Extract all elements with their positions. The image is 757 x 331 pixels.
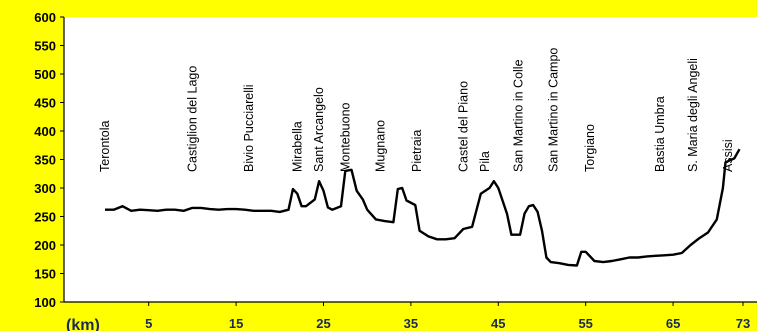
- y-tick-label: 250: [34, 210, 56, 225]
- place-label: Bivio Pucciarelli: [242, 84, 256, 172]
- place-label: Castel del Piano: [456, 81, 470, 172]
- place-label: Pietraia: [410, 130, 424, 172]
- place-label: Montebuono: [338, 102, 352, 172]
- y-tick-label: 400: [34, 124, 56, 139]
- x-tick-label: 35: [404, 316, 418, 331]
- y-tick-label: 300: [34, 181, 56, 196]
- x-axis-label: (km): [66, 317, 100, 331]
- place-label: Terontola: [98, 121, 112, 172]
- place-label: Sant Arcangelo: [312, 87, 326, 172]
- place-label: Assisi: [721, 139, 735, 172]
- place-label: Mirabella: [290, 121, 304, 172]
- y-tick-label: 500: [34, 67, 56, 82]
- place-label: Pila: [478, 151, 492, 172]
- x-tick-label: 45: [491, 316, 505, 331]
- y-tick-label: 350: [34, 153, 56, 168]
- y-tick-label: 150: [34, 267, 56, 282]
- place-label: Mugnano: [373, 120, 387, 172]
- x-ticks: 5 15 25 35 45 55 65 73: [145, 302, 750, 331]
- x-tick-label: 65: [666, 316, 680, 331]
- y-tick-label: 550: [34, 39, 56, 54]
- y-tick-label: 200: [34, 238, 56, 253]
- y-ticks: 100 150 200 250 300 350 400 450 500 550 600: [34, 10, 64, 310]
- place-label: Bastia Umbra: [653, 96, 667, 172]
- y-tick-label: 600: [34, 10, 56, 25]
- plot-area: [64, 17, 757, 302]
- place-labels: Terontola Castiglion del Lago Bivio Puccia…: [98, 48, 735, 172]
- place-label: Torgiano: [583, 124, 597, 172]
- x-tick-label: 5: [145, 316, 152, 331]
- place-label: Castiglion del Lago: [185, 66, 199, 172]
- x-tick-label: 15: [229, 316, 243, 331]
- x-tick-label: 25: [316, 316, 330, 331]
- elevation-line: [105, 148, 741, 267]
- y-tick-label: 450: [34, 96, 56, 111]
- place-label: S. Maria degli Angeli: [686, 58, 700, 172]
- y-tick-label: 100: [34, 295, 56, 310]
- place-label: San Martino in Campo: [546, 48, 560, 172]
- x-tick-label: 73: [736, 316, 750, 331]
- place-label: San Martino in Colle: [511, 59, 525, 172]
- x-tick-label: 55: [578, 316, 592, 331]
